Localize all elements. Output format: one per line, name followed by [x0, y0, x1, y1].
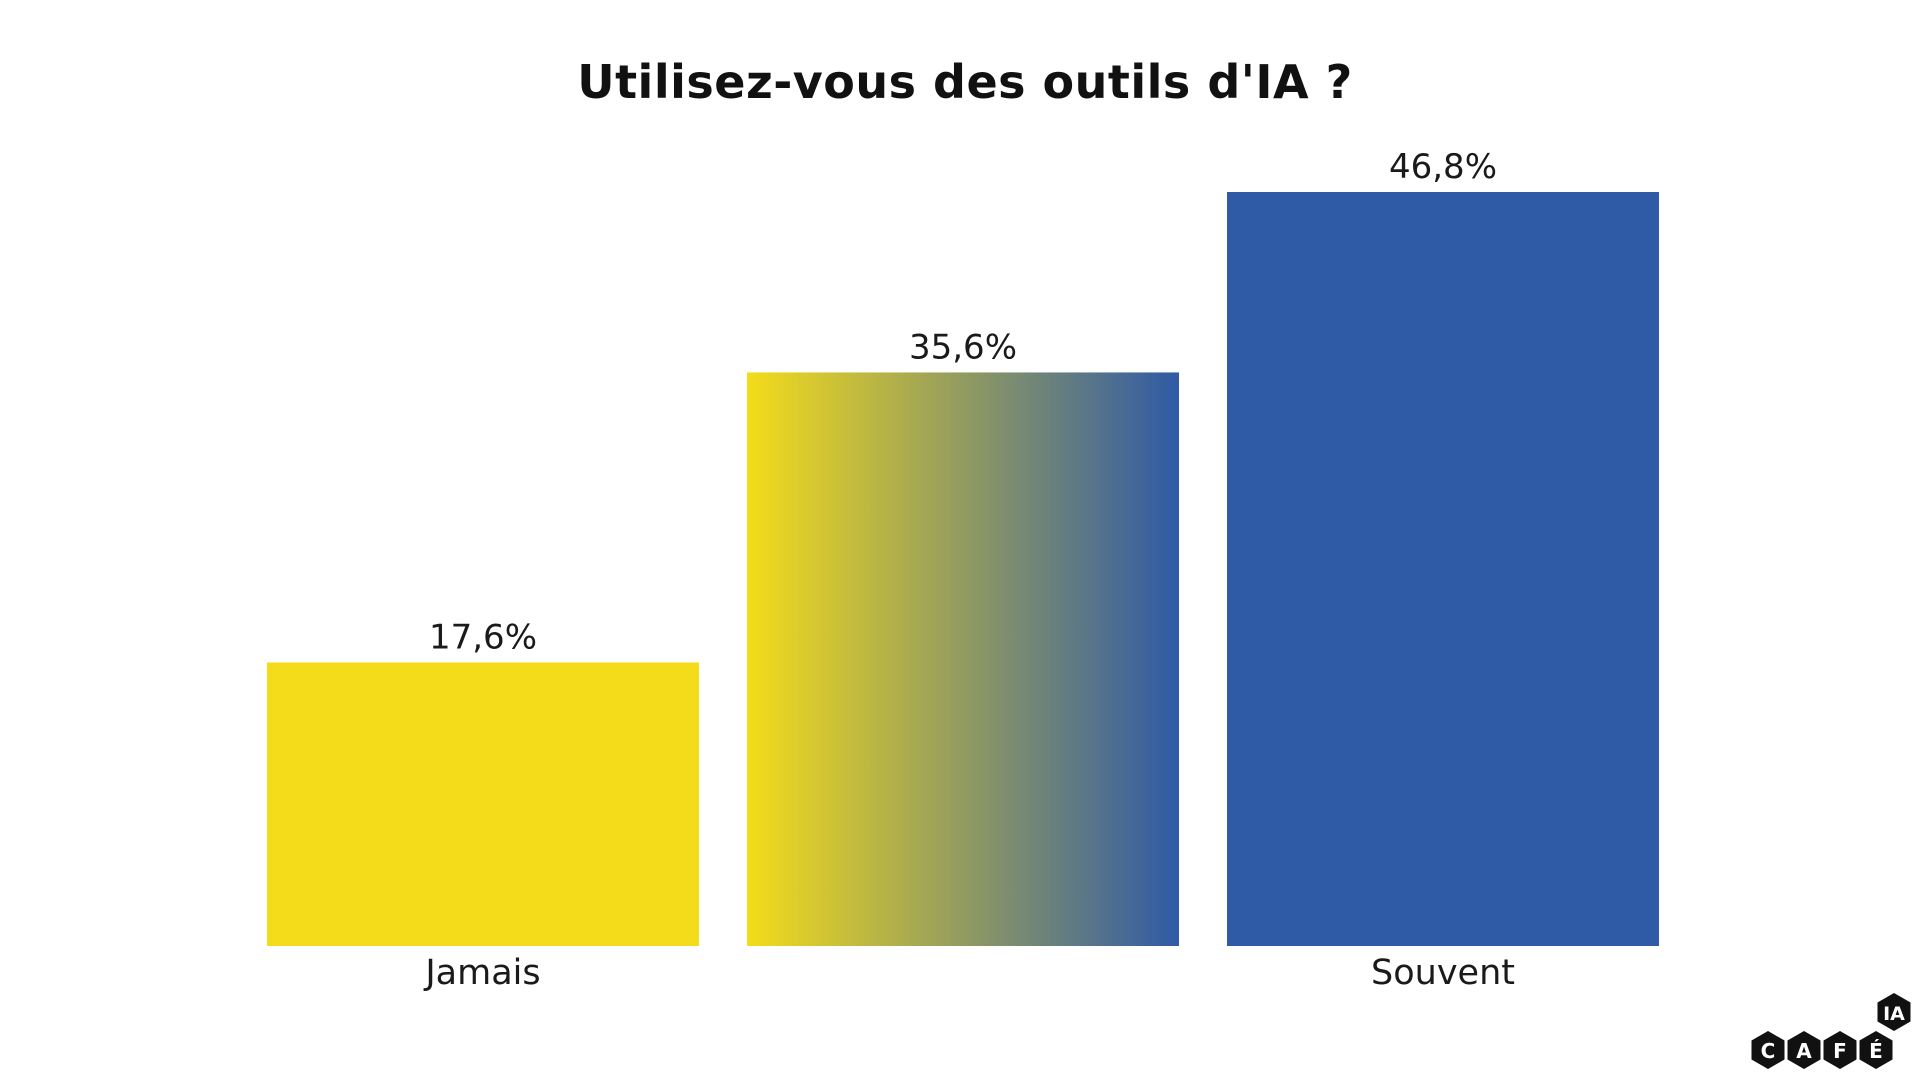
logo-hexagon-1 — [1787, 1031, 1821, 1069]
value-label-1: 35,6% — [909, 327, 1017, 367]
bar-1 — [747, 372, 1179, 946]
logo-letter-2: F — [1833, 1039, 1847, 1063]
logo-superscript-hexagon — [1877, 993, 1911, 1031]
bar-2 — [1227, 192, 1659, 946]
logo-hexagon-3 — [1859, 1031, 1893, 1069]
logo-letter-3: É — [1869, 1039, 1883, 1063]
logo-letter-1: A — [1796, 1039, 1812, 1063]
logo-letter-0: C — [1761, 1039, 1776, 1063]
labels-layer: 17,6% Jamais 35,6% 46,8% Souvent — [423, 147, 1515, 993]
category-label-0: Jamais — [423, 953, 540, 993]
value-label-0: 17,6% — [429, 617, 537, 657]
category-label-2: Souvent — [1371, 953, 1515, 993]
chart-title: Utilisez-vous des outils d'IA ? — [577, 55, 1353, 109]
logo-hexagon-0 — [1751, 1031, 1785, 1069]
logo-hexagon-2 — [1823, 1031, 1857, 1069]
cafe-ia-logo: C A F ÉIA — [1751, 993, 1911, 1069]
bars-layer — [267, 192, 1659, 946]
bar-0 — [267, 662, 699, 946]
value-label-2: 46,8% — [1389, 147, 1497, 187]
logo-superscript-text: IA — [1883, 1003, 1905, 1025]
